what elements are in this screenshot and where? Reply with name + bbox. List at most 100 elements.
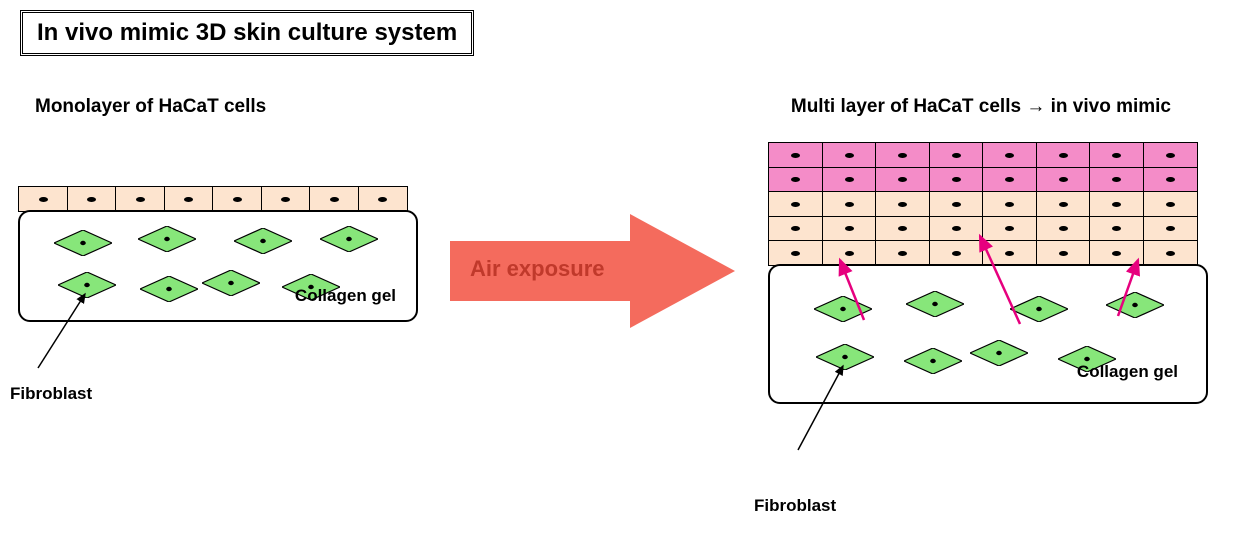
hacat-cell [875,240,930,266]
cell-nucleus [791,177,800,182]
hacat-cell [1143,216,1198,242]
cell-nucleus [1005,153,1014,158]
right-panel-heading: Multi layer of HaCaT cells → in vivo mim… [791,96,1171,118]
cell-nucleus [1059,251,1068,256]
hacat-cell [875,191,930,217]
hacat-cell [982,191,1037,217]
cell-nucleus [952,153,961,158]
hacat-cell [875,167,930,193]
hacat-cell [1089,167,1144,193]
hacat-cell [929,167,984,193]
hacat-cell [822,216,877,242]
cell-nucleus [791,251,800,256]
hacat-cell [212,186,262,212]
fibroblast-cell [970,340,1028,366]
cell-nucleus [1166,202,1175,207]
hacat-row [768,167,1208,193]
left-fibroblast-label: Fibroblast [10,384,92,404]
hacat-cell [929,142,984,168]
cell-nucleus [952,177,961,182]
cell-nucleus [898,226,907,231]
hacat-cell [1143,240,1198,266]
hacat-row [18,186,418,212]
hacat-cell [982,167,1037,193]
hacat-cell [1143,191,1198,217]
hacat-cell [875,142,930,168]
cell-nucleus [281,197,290,202]
left-construct: Collagen gel [18,186,418,322]
cell-nucleus [845,177,854,182]
hacat-cell [768,216,823,242]
hacat-cell [1089,191,1144,217]
diagram: Monolayer of HaCaT cells Multi layer of … [10,56,1241,536]
cell-nucleus [1059,226,1068,231]
hacat-cell [768,142,823,168]
air-exposure-label: Air exposure [470,256,605,282]
fibroblast-cell [904,348,962,374]
cell-nucleus [1059,177,1068,182]
hacat-cell [982,142,1037,168]
cell-nucleus [791,226,800,231]
cell-nucleus [330,197,339,202]
fibroblast-cell [138,226,196,252]
left-panel-heading: Monolayer of HaCaT cells [35,96,266,118]
cell-nucleus [1166,251,1175,256]
right-construct: Collagen gel [768,142,1208,404]
hacat-cell [875,216,930,242]
hacat-cell [1036,142,1091,168]
cell-nucleus [1112,202,1121,207]
hacat-cell [164,186,214,212]
cell-nucleus [845,153,854,158]
cell-nucleus [898,202,907,207]
collagen-gel-label: Collagen gel [1077,362,1178,382]
hacat-cell [1089,216,1144,242]
cell-nucleus [1166,177,1175,182]
cell-nucleus [1112,177,1121,182]
cell-nucleus [898,153,907,158]
collagen-gel-label: Collagen gel [295,286,396,306]
cell-nucleus [791,202,800,207]
hacat-cell [768,240,823,266]
cell-nucleus [952,251,961,256]
hacat-cell [1036,240,1091,266]
fibroblast-cell [320,226,378,252]
hacat-row [768,142,1208,168]
hacat-cell [929,191,984,217]
fibroblast-cell [202,270,260,296]
hacat-cell [822,142,877,168]
cell-nucleus [378,197,387,202]
hacat-cell [1089,142,1144,168]
cell-nucleus [87,197,96,202]
fibroblast-cell [140,276,198,302]
hacat-cell [1143,142,1198,168]
cell-nucleus [1112,226,1121,231]
cell-nucleus [952,202,961,207]
hacat-cell [822,191,877,217]
hacat-row [768,191,1208,217]
cell-nucleus [845,226,854,231]
cell-nucleus [39,197,48,202]
hacat-cell [1036,167,1091,193]
fibroblast-cell [234,228,292,254]
hacat-cell [822,167,877,193]
hacat-cell [261,186,311,212]
cell-nucleus [791,153,800,158]
hacat-cell [18,186,68,212]
hacat-cell [1036,191,1091,217]
hacat-cell [67,186,117,212]
cell-nucleus [952,226,961,231]
cell-nucleus [1112,153,1121,158]
hacat-cell [768,191,823,217]
hacat-cell [358,186,408,212]
fibroblast-cell [54,230,112,256]
cell-nucleus [1059,202,1068,207]
hacat-cell [768,167,823,193]
cell-nucleus [1166,226,1175,231]
cell-nucleus [233,197,242,202]
hacat-cell [1143,167,1198,193]
cell-nucleus [136,197,145,202]
cell-nucleus [1166,153,1175,158]
main-title: In vivo mimic 3D skin culture system [20,10,474,56]
fibroblast-cell [906,291,964,317]
cell-nucleus [184,197,193,202]
